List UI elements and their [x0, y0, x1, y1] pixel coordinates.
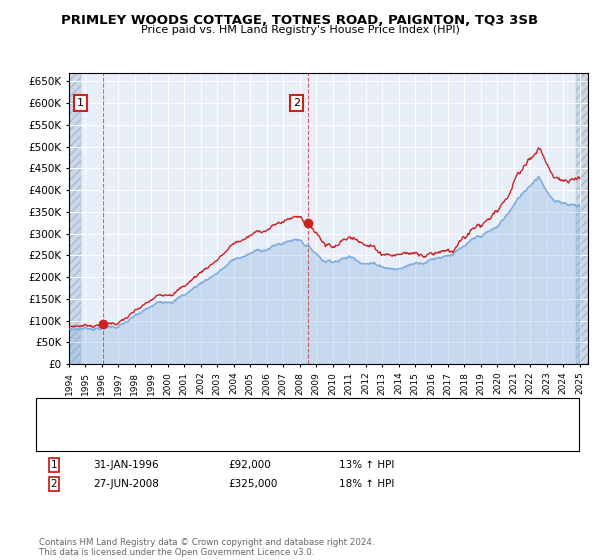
Text: —: —	[48, 432, 64, 447]
Text: 1: 1	[50, 460, 58, 470]
Text: 18% ↑ HPI: 18% ↑ HPI	[339, 479, 394, 489]
Text: Contains HM Land Registry data © Crown copyright and database right 2024.
This d: Contains HM Land Registry data © Crown c…	[39, 538, 374, 557]
Bar	[577, 73, 588, 364]
Text: Price paid vs. HM Land Registry's House Price Index (HPI): Price paid vs. HM Land Registry's House …	[140, 25, 460, 35]
Text: 2: 2	[50, 479, 58, 489]
Text: 2: 2	[293, 98, 300, 108]
Text: PRIMLEY WOODS COTTAGE, TOTNES ROAD, PAIGNTON, TQ3 3SB: PRIMLEY WOODS COTTAGE, TOTNES ROAD, PAIG…	[61, 14, 539, 27]
Text: PRIMLEY WOODS COTTAGE, TOTNES ROAD, PAIGNTON, TQ3 3SB (detached house): PRIMLEY WOODS COTTAGE, TOTNES ROAD, PAIG…	[69, 422, 472, 432]
Text: 31-JAN-1996: 31-JAN-1996	[93, 460, 158, 470]
Text: £92,000: £92,000	[228, 460, 271, 470]
Text: 1: 1	[77, 98, 84, 108]
Bar	[69, 73, 80, 364]
Text: £325,000: £325,000	[228, 479, 277, 489]
Text: 27-JUN-2008: 27-JUN-2008	[93, 479, 159, 489]
Text: 13% ↑ HPI: 13% ↑ HPI	[339, 460, 394, 470]
Text: —: —	[48, 419, 64, 434]
Text: HPI: Average price, detached house, Torbay: HPI: Average price, detached house, Torb…	[69, 435, 282, 445]
